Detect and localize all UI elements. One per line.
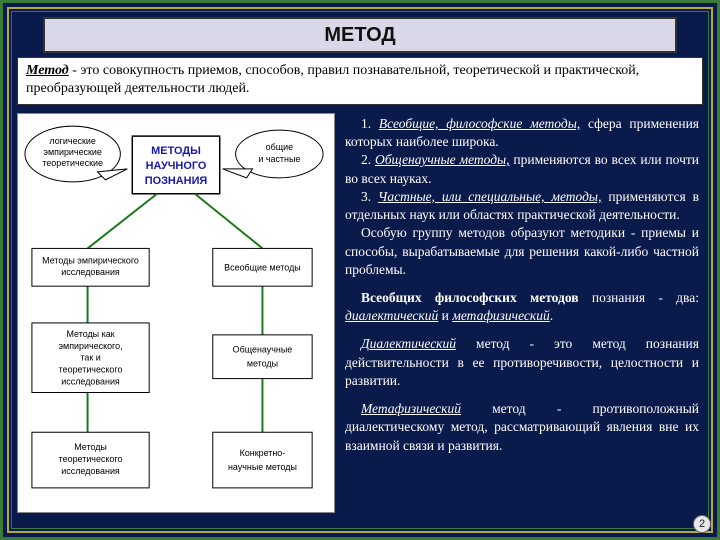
svg-text:теоретического: теоретического [59,365,123,375]
svg-text:теоретического: теоретического [59,454,123,464]
svg-text:общие: общие [266,142,293,152]
svg-text:логические: логические [49,136,96,146]
svg-text:ПОЗНАНИЯ: ПОЗНАНИЯ [145,175,208,187]
svg-text:и частные: и частные [258,154,300,164]
svg-text:НАУЧНОГО: НАУЧНОГО [146,160,207,172]
svg-text:Всеобщие методы: Всеобщие методы [224,262,301,272]
svg-text:эмпирического,: эмпирического, [58,341,122,351]
svg-text:так и: так и [80,353,100,363]
svg-text:исследования: исследования [61,466,120,476]
svg-text:исследования: исследования [61,377,120,387]
page-number: 2 [699,518,705,530]
definition-box: Метод - это совокупность приемов, способ… [17,57,703,105]
para-6: Диалектический метод - это метод познани… [345,335,699,390]
para-7: Метафизический метод - противоположный д… [345,400,699,455]
svg-text:МЕТОДЫ: МЕТОДЫ [151,145,201,157]
svg-text:Методы как: Методы как [66,329,114,339]
para-3: 3. Частные, или специальные, методы, при… [345,188,699,224]
svg-text:методы: методы [247,359,278,369]
definition-term: Метод [26,63,69,78]
diagram-panel: логические эмпирические теоретические об… [17,113,335,513]
para-5: Всеобщих философских методов познания - … [345,289,699,325]
para-2: 2. Общенаучные методы, применяются во вс… [345,151,699,187]
svg-text:эмпирические: эмпирические [43,147,101,157]
para-4: Особую группу методов образуют методики … [345,224,699,279]
right-text-block: 1. Всеобщие, философские методы, сфера п… [345,115,699,521]
definition-text: - это совокупность приемов, способов, пр… [26,63,639,96]
svg-text:Методы: Методы [74,442,107,452]
svg-text:исследования: исследования [61,267,120,277]
page-title: МЕТОД [324,24,395,47]
svg-text:научные методы: научные методы [228,462,297,472]
svg-text:теоретические: теоретические [42,158,103,168]
svg-text:Общенаучные: Общенаучные [233,345,293,355]
para-1: 1. Всеобщие, философские методы, сфера п… [345,115,699,151]
diagram-svg: логические эмпирические теоретические об… [18,114,334,512]
title-box: МЕТОД [43,17,677,53]
svg-text:Методы эмпирического: Методы эмпирического [42,255,139,265]
page-number-badge: 2 [693,515,711,533]
svg-text:Конкретно-: Конкретно- [240,448,286,458]
slide-frame: МЕТОД Метод - это совокупность приемов, … [0,0,720,540]
